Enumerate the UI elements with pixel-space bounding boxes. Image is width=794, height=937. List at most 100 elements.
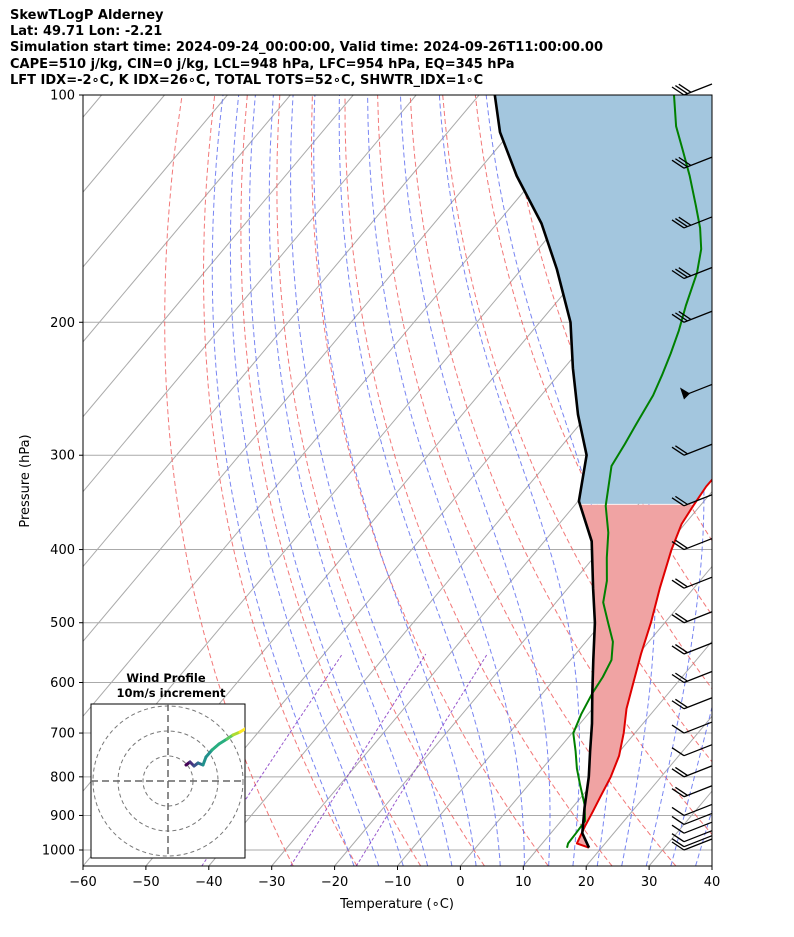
dry-adiabat <box>377 95 677 866</box>
wind-barb-flag <box>671 838 685 848</box>
moist-adiabat <box>290 95 453 866</box>
wind-barb-flag <box>678 310 692 321</box>
wind-barb-flag <box>671 497 685 507</box>
wind-barb <box>671 744 713 757</box>
wind-barb-flag <box>675 672 688 682</box>
wind-barb-flag <box>675 445 688 455</box>
y-axis-label: Pressure (hPa) <box>18 434 33 527</box>
wind-barb <box>671 697 713 710</box>
wind-barb-flag <box>675 612 688 622</box>
wind-barb-flag <box>675 644 688 654</box>
isotherm-line <box>83 95 543 643</box>
wind-barb-staff <box>683 310 713 323</box>
wind-barb <box>671 765 713 778</box>
wind-barb-flag <box>678 216 692 226</box>
wind-barb-staff <box>683 443 713 456</box>
wind-barb-staff <box>683 611 713 624</box>
dry-adiabat <box>344 95 613 866</box>
wind-barb-flag <box>675 578 688 588</box>
wind-barb-flag <box>671 724 685 734</box>
dewpoint-line <box>566 95 703 848</box>
wind-barb-flag <box>678 267 692 277</box>
x-tick-label: 10 <box>515 875 532 890</box>
y-tick-label: 400 <box>50 543 75 558</box>
wind-barb <box>671 838 713 851</box>
moist-adiabat <box>211 95 355 866</box>
wind-barb-flag <box>671 806 685 816</box>
wind-barb-flag <box>671 313 685 323</box>
wind-barb <box>671 83 713 96</box>
parcel-line <box>493 95 597 849</box>
wind-barb-staff <box>683 697 713 710</box>
moist-adiabat <box>485 95 615 866</box>
dry-adiabat <box>769 95 794 866</box>
wind-barb-flag <box>671 86 685 96</box>
mixing-ratio-line <box>355 653 488 866</box>
wind-barb-staff <box>683 156 713 169</box>
location: Lat: 49.71 Lon: -2.21 <box>10 24 163 40</box>
wind-barb-staff <box>683 821 713 834</box>
wind-barb-flag <box>678 156 692 166</box>
wind-barb-staff <box>683 721 713 734</box>
isotherm-line <box>522 640 712 866</box>
x-tick-label: 30 <box>641 875 658 890</box>
x-tick-label: 0 <box>456 875 464 890</box>
title-station: SkewTLogP Alderney <box>10 8 164 23</box>
wind-barb <box>680 383 713 400</box>
isotherm-line <box>208 266 712 866</box>
wind-barb-flag <box>678 83 692 93</box>
pressure-ticks: 100 200 300 400 500 600 700 800 900 1000 <box>42 89 83 859</box>
isotherm-line <box>585 715 712 866</box>
chart-header: SkewTLogP Alderney Lat: 49.71 Lon: -2.21… <box>10 8 603 89</box>
dry-adiabat <box>702 95 712 124</box>
moist-adiabat <box>248 95 404 866</box>
wind-barb-flag <box>675 539 688 549</box>
wind-barb <box>671 821 713 834</box>
x-tick-label: 40 <box>704 875 721 890</box>
wind-barb-flag <box>671 747 685 757</box>
wind-barb-staff <box>683 830 713 843</box>
dry-adiabat <box>276 95 485 866</box>
x-tick-label: −10 <box>384 875 411 890</box>
hodograph-trace <box>210 742 221 752</box>
moist-adiabat <box>720 95 794 866</box>
wind-barb <box>671 611 713 624</box>
wind-barb-flag <box>675 495 688 505</box>
wind-barb <box>671 310 713 323</box>
cape-area <box>494 95 712 504</box>
wind-barb-flag <box>671 446 685 456</box>
isotherm-line <box>83 95 228 268</box>
profile-lines <box>493 95 712 849</box>
wind-barb-flag <box>671 841 685 851</box>
x-axis-label: Temperature (∘C) <box>339 897 454 912</box>
wind-barb-staff <box>683 803 713 817</box>
moist-adiabat <box>313 95 477 866</box>
wind-barb-staff <box>683 670 713 684</box>
moist-adiabat <box>400 95 551 866</box>
wind-barb-flag <box>671 614 685 624</box>
hodograph-subtitle: 10m/s increment <box>117 686 226 700</box>
dry-adiabat <box>310 95 549 866</box>
wind-barb-staff <box>683 642 713 655</box>
y-tick-label: 700 <box>50 727 75 742</box>
dry-adiabat <box>474 95 712 690</box>
dry-adiabat <box>736 95 794 866</box>
wind-barb <box>671 670 713 684</box>
instability-params: CAPE=510 j/kg, CIN=0 j/kg, LCL=948 hPa, … <box>10 56 515 72</box>
wind-barb-staff <box>683 216 713 229</box>
wind-barb-flag <box>671 815 685 825</box>
wind-barb-flag <box>671 824 685 834</box>
wind-barb-flag <box>671 768 685 778</box>
x-tick-label: −40 <box>195 875 222 890</box>
dry-adiabat <box>202 95 358 866</box>
y-tick-label: 200 <box>50 316 75 331</box>
y-tick-label: 600 <box>50 676 75 691</box>
y-tick-label: 900 <box>50 809 75 824</box>
isotherm-line <box>83 95 291 343</box>
hodograph-trace <box>217 737 229 746</box>
hodograph-title: Wind Profile <box>126 671 206 685</box>
wind-barb <box>671 812 713 826</box>
x-tick-label: 20 <box>578 875 595 890</box>
dry-adiabat <box>240 95 422 866</box>
isotherm-line <box>83 95 103 118</box>
